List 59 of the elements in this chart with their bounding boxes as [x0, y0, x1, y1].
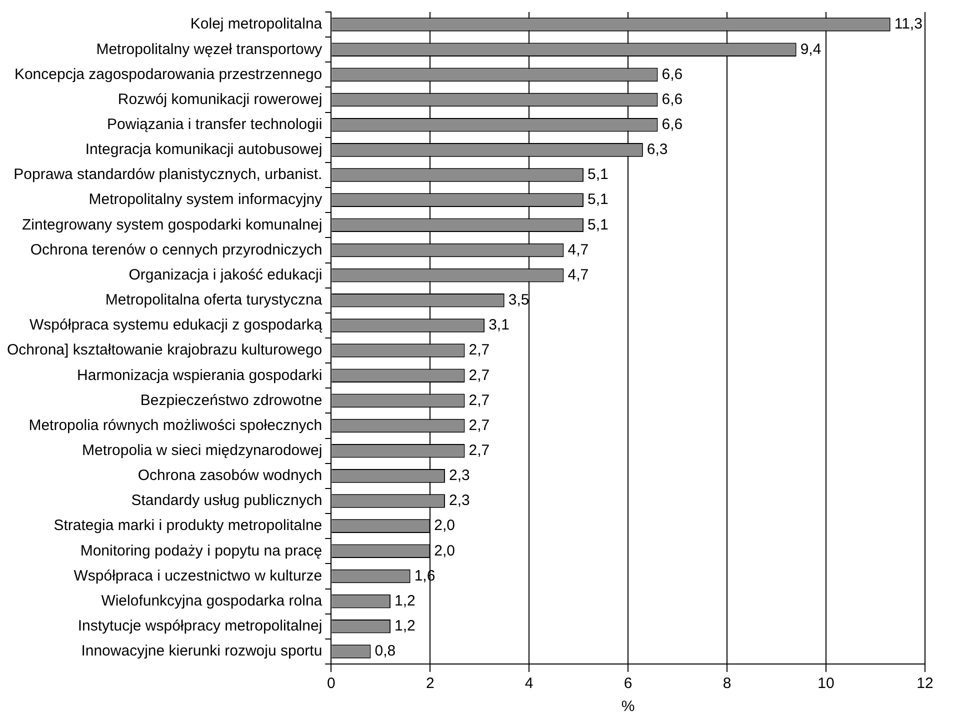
data-label: 5,1 — [588, 191, 608, 208]
data-label: 2,0 — [434, 542, 455, 560]
data-label: 6,6 — [662, 66, 683, 83]
y-tick-label: Bezpieczeństwo zdrowotne — [140, 392, 322, 409]
data-label: 6,3 — [646, 141, 668, 158]
data-label: 4,7 — [568, 241, 589, 258]
data-label: 2,7 — [468, 342, 490, 359]
y-tick-label: Instytucje współpracy metropolitalnej — [78, 618, 322, 635]
y-tick-label: Metropolitalny system informacyjny — [88, 191, 323, 208]
y-tick-label: Wielofunkcyjna gospodarka rolna — [101, 592, 323, 610]
x-tick-label: 0 — [326, 675, 336, 692]
y-tick-label: Współpraca systemu edukacji z gospodarką — [30, 316, 323, 334]
data-label: 2,7 — [468, 442, 490, 459]
x-tick-label: 8 — [722, 675, 732, 692]
y-tick-label: Współpraca i uczestnictwo w kulturze — [74, 567, 322, 584]
data-label: 1,2 — [394, 618, 416, 635]
y-tick-label: Koncepcja zagospodarowania przestrzennego — [14, 66, 322, 83]
y-tick-label: Monitoring podaży i popytu na pracę — [80, 542, 322, 560]
x-tick-label: 6 — [624, 675, 632, 692]
data-label: 5,1 — [588, 166, 608, 184]
y-tick-label: Poprawa standardów planistycznych, urbanist. — [14, 166, 322, 184]
data-label: 9,4 — [800, 40, 822, 58]
data-label: 2,7 — [468, 416, 490, 434]
data-label: 5,1 — [588, 216, 608, 234]
y-tick-label: Kolej metropolitalna — [190, 16, 323, 33]
x-tick-label: 2 — [426, 675, 434, 692]
data-label: 4,7 — [568, 266, 589, 284]
y-tick-label: Rozwój komunikacji rowerowej — [118, 90, 322, 108]
y-tick-label: Strategia marki i produkty metropolitalne — [54, 517, 322, 534]
x-axis-title: % — [621, 698, 635, 716]
x-tick-label: 10 — [818, 675, 834, 692]
data-label: 2,7 — [468, 366, 490, 384]
data-label: 11,3 — [894, 16, 922, 33]
x-tick-label: 4 — [524, 675, 534, 692]
y-tick-label: Ochrona] kształtowanie krajobrazu kulturowego — [6, 342, 322, 359]
data-label: 2,7 — [468, 392, 490, 409]
data-label: 2,3 — [448, 467, 470, 484]
data-label: 2,0 — [434, 517, 455, 534]
y-tick-label: Ochrona zasobów wodnych — [138, 467, 322, 484]
data-label: 2,3 — [448, 492, 470, 510]
data-label: 3,5 — [508, 292, 530, 309]
y-tick-label: Organizacja i jakość edukacji — [128, 266, 322, 284]
y-tick-label: Metropolia równych możliwości społecznych — [28, 416, 322, 434]
data-label: 1,2 — [394, 592, 416, 610]
y-tick-label: Standardy usług publicznych — [131, 492, 322, 510]
data-label: 6,6 — [662, 90, 683, 108]
y-tick-label: Metropolitalny węzeł transportowy — [96, 40, 323, 58]
y-tick-label: Ochrona terenów o cennych przyrodniczych — [30, 241, 322, 258]
y-tick-label: Innowacyjne kierunki rozwoju sportu — [81, 642, 322, 660]
y-tick-label: Harmonizacja wspierania gospodarki — [77, 366, 322, 384]
y-tick-label: Integracja komunikacji autobusowej — [85, 141, 322, 158]
y-tick-label: Zintegrowany system gospodarki komunalnej — [22, 216, 322, 234]
y-tick-label: Powiązania i transfer technologii — [107, 116, 322, 133]
data-label: 6,6 — [662, 116, 683, 133]
y-tick-label: Metropolitalna oferta turystyczna — [105, 292, 323, 309]
data-label: 3,1 — [488, 316, 510, 334]
data-label: 0,8 — [374, 642, 396, 660]
y-tick-label: Metropolia w sieci międzynarodowej — [82, 442, 322, 459]
x-tick-label: 12 — [916, 675, 934, 692]
